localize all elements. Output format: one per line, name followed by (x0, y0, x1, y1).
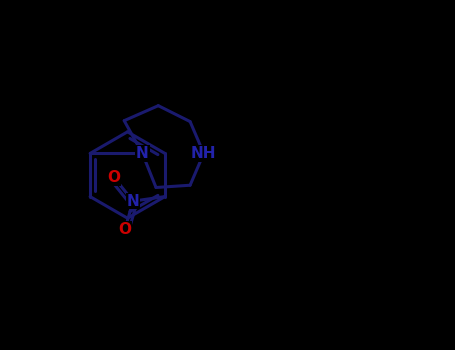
Text: N: N (136, 146, 149, 161)
Text: NH: NH (191, 146, 217, 161)
Text: O: O (107, 170, 121, 185)
Text: N: N (126, 194, 139, 209)
Text: O: O (118, 222, 131, 237)
